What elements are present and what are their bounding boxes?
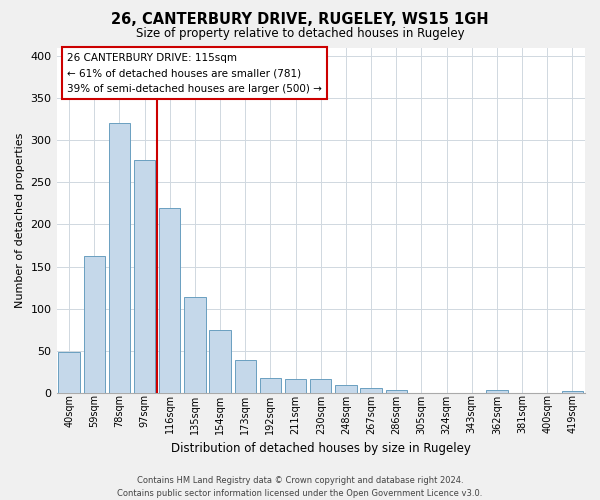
Bar: [260, 378, 281, 393]
Bar: [83, 256, 105, 393]
Bar: [184, 297, 206, 393]
Y-axis label: Number of detached properties: Number of detached properties: [15, 132, 25, 308]
Bar: [235, 360, 256, 393]
Bar: [159, 208, 181, 393]
Bar: [58, 352, 80, 393]
Bar: [109, 124, 130, 393]
Bar: [486, 390, 508, 393]
Bar: [562, 391, 583, 393]
Text: 26, CANTERBURY DRIVE, RUGELEY, WS15 1GH: 26, CANTERBURY DRIVE, RUGELEY, WS15 1GH: [111, 12, 489, 28]
Bar: [285, 378, 307, 393]
Bar: [386, 390, 407, 393]
X-axis label: Distribution of detached houses by size in Rugeley: Distribution of detached houses by size …: [171, 442, 471, 455]
Bar: [310, 380, 331, 393]
Bar: [361, 388, 382, 393]
Bar: [134, 160, 155, 393]
Text: Contains HM Land Registry data © Crown copyright and database right 2024.
Contai: Contains HM Land Registry data © Crown c…: [118, 476, 482, 498]
Bar: [209, 330, 231, 393]
Text: Size of property relative to detached houses in Rugeley: Size of property relative to detached ho…: [136, 28, 464, 40]
Text: 26 CANTERBURY DRIVE: 115sqm
← 61% of detached houses are smaller (781)
39% of se: 26 CANTERBURY DRIVE: 115sqm ← 61% of det…: [67, 52, 322, 94]
Bar: [335, 386, 356, 393]
